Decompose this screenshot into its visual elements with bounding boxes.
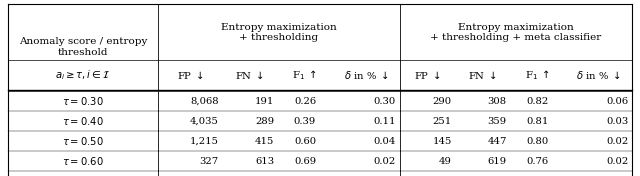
Text: 0.82: 0.82 bbox=[526, 97, 548, 106]
Text: F$_1$ $\uparrow$: F$_1$ $\uparrow$ bbox=[525, 68, 550, 82]
Text: 49: 49 bbox=[439, 157, 452, 166]
Text: 0.69: 0.69 bbox=[294, 157, 316, 166]
Text: $\tau = 0.60$: $\tau = 0.60$ bbox=[62, 155, 104, 167]
Text: Entropy maximization
+ thresholding + meta classifier: Entropy maximization + thresholding + me… bbox=[431, 23, 602, 42]
Text: Anomaly score / entropy
threshold: Anomaly score / entropy threshold bbox=[19, 37, 147, 57]
Text: 0.02: 0.02 bbox=[374, 157, 396, 166]
Text: $\tau = 0.70$: $\tau = 0.70$ bbox=[62, 175, 104, 176]
Text: FN $\downarrow$: FN $\downarrow$ bbox=[468, 70, 497, 81]
Text: 0.06: 0.06 bbox=[606, 97, 628, 106]
Text: 0.39: 0.39 bbox=[294, 117, 316, 126]
Text: 8,068: 8,068 bbox=[190, 97, 219, 106]
Text: 359: 359 bbox=[488, 117, 507, 126]
Text: 0.26: 0.26 bbox=[294, 97, 316, 106]
Text: 619: 619 bbox=[488, 157, 507, 166]
Text: 251: 251 bbox=[433, 117, 452, 126]
Text: $\delta$ in % $\downarrow$: $\delta$ in % $\downarrow$ bbox=[344, 70, 388, 81]
Text: 308: 308 bbox=[488, 97, 507, 106]
Text: 0.76: 0.76 bbox=[526, 157, 548, 166]
Text: 0.30: 0.30 bbox=[374, 97, 396, 106]
Text: FP $\downarrow$: FP $\downarrow$ bbox=[414, 70, 441, 81]
Text: 0.11: 0.11 bbox=[373, 117, 396, 126]
Text: 0.80: 0.80 bbox=[526, 137, 548, 146]
Text: $\tau = 0.40$: $\tau = 0.40$ bbox=[62, 115, 104, 127]
Text: 0.03: 0.03 bbox=[606, 117, 628, 126]
Text: 0.60: 0.60 bbox=[294, 137, 316, 146]
Text: 289: 289 bbox=[255, 117, 274, 126]
Text: FN $\downarrow$: FN $\downarrow$ bbox=[236, 70, 264, 81]
Text: 1,215: 1,215 bbox=[189, 137, 219, 146]
Text: $a_i \geq \tau, i \in \mathcal{I}$: $a_i \geq \tau, i \in \mathcal{I}$ bbox=[55, 68, 110, 82]
Text: 145: 145 bbox=[432, 137, 452, 146]
Text: 0.81: 0.81 bbox=[526, 117, 548, 126]
Text: 0.02: 0.02 bbox=[606, 157, 628, 166]
Text: 447: 447 bbox=[487, 137, 507, 146]
Text: 191: 191 bbox=[255, 97, 274, 106]
Text: $\tau = 0.30$: $\tau = 0.30$ bbox=[62, 95, 104, 107]
Text: 613: 613 bbox=[255, 157, 274, 166]
Text: $\delta$ in % $\downarrow$: $\delta$ in % $\downarrow$ bbox=[576, 70, 621, 81]
Text: 4,035: 4,035 bbox=[189, 117, 219, 126]
Text: F$_1$ $\uparrow$: F$_1$ $\uparrow$ bbox=[292, 68, 317, 82]
Text: FP $\downarrow$: FP $\downarrow$ bbox=[177, 70, 204, 81]
Text: 415: 415 bbox=[255, 137, 274, 146]
Text: Entropy maximization
+ thresholding: Entropy maximization + thresholding bbox=[221, 23, 337, 42]
Text: 0.04: 0.04 bbox=[374, 137, 396, 146]
Text: 0.02: 0.02 bbox=[606, 137, 628, 146]
Text: 290: 290 bbox=[433, 97, 452, 106]
Text: $\tau = 0.50$: $\tau = 0.50$ bbox=[62, 135, 104, 147]
Text: 327: 327 bbox=[200, 157, 219, 166]
